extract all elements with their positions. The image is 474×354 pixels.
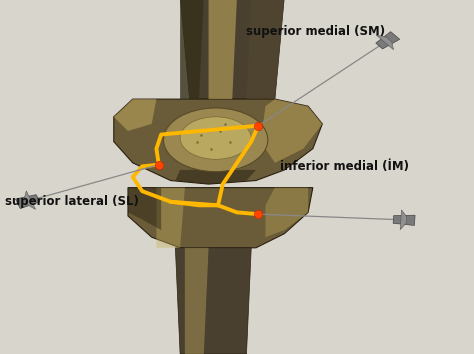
Polygon shape — [393, 215, 415, 225]
Polygon shape — [246, 0, 284, 99]
Text: superior medial (SM): superior medial (SM) — [246, 25, 386, 38]
Text: inferior medial (İM): inferior medial (İM) — [280, 160, 409, 173]
Text: superior lateral (SL): superior lateral (SL) — [5, 195, 138, 208]
Polygon shape — [156, 188, 185, 248]
Polygon shape — [376, 32, 400, 49]
Polygon shape — [24, 191, 36, 210]
Polygon shape — [128, 188, 313, 248]
Polygon shape — [128, 188, 161, 230]
Polygon shape — [114, 99, 156, 131]
Polygon shape — [265, 188, 308, 237]
Polygon shape — [209, 0, 237, 99]
Polygon shape — [114, 99, 322, 184]
Polygon shape — [261, 99, 322, 163]
Polygon shape — [180, 0, 204, 99]
Ellipse shape — [164, 108, 268, 172]
Polygon shape — [400, 210, 407, 230]
Polygon shape — [16, 195, 40, 209]
Polygon shape — [185, 248, 209, 354]
Polygon shape — [175, 248, 251, 354]
Polygon shape — [175, 170, 256, 184]
Polygon shape — [376, 35, 393, 50]
Ellipse shape — [180, 117, 251, 159]
Polygon shape — [180, 0, 284, 99]
